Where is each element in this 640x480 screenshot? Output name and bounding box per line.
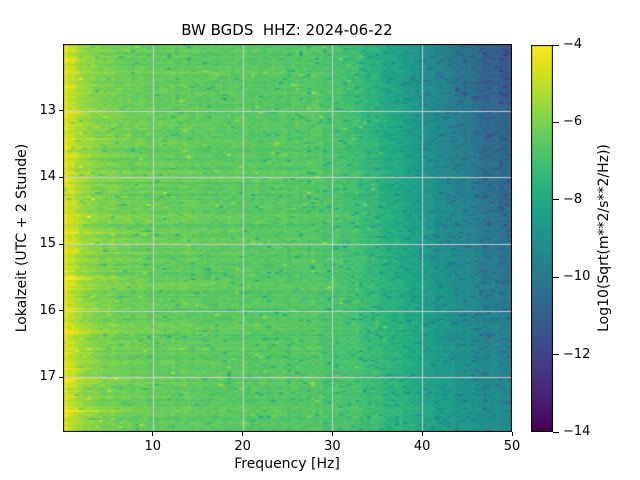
- x-tick-mark: [421, 432, 423, 436]
- x-tick-label: 50: [503, 439, 521, 454]
- colorbar-label: Log10(Sqrt(m**2/s**2/Hz)): [596, 144, 612, 332]
- y-tick-mark: [59, 243, 63, 245]
- y-tick-label: 15: [39, 236, 56, 251]
- y-tick-mark: [59, 110, 63, 112]
- x-tick-label: 40: [413, 439, 431, 454]
- colorbar-tick-mark: [553, 276, 559, 278]
- colorbar-tick-label: −14: [563, 424, 591, 439]
- colorbar-tick-mark: [553, 354, 559, 356]
- colorbar-tick-mark: [553, 199, 559, 201]
- colorbar-tick-mark: [553, 121, 559, 123]
- x-tick-mark: [152, 432, 154, 436]
- y-tick-mark: [59, 310, 63, 312]
- y-tick-mark: [59, 376, 63, 378]
- x-axis-label: Frequency [Hz]: [234, 456, 340, 472]
- colorbar-tick-mark: [553, 431, 559, 433]
- y-tick-mark: [59, 176, 63, 178]
- y-tick-label: 13: [39, 102, 56, 118]
- x-tick-mark: [511, 432, 513, 436]
- x-tick-mark: [331, 432, 333, 436]
- y-tick-label: 17: [39, 369, 56, 385]
- x-tick-label: 30: [324, 439, 341, 454]
- x-tick-label: 20: [234, 439, 251, 454]
- colorbar-tick-mark: [553, 44, 559, 46]
- colorbar-tick-label: −6: [563, 114, 583, 130]
- y-tick-label: 14: [39, 169, 56, 185]
- spectrogram-heatmap: [63, 44, 512, 432]
- plot-title: BW BGDS HHZ: 2024-06-22: [181, 21, 393, 39]
- colorbar-tick-label: −10: [563, 269, 591, 285]
- colorbar-tick-label: −4: [563, 37, 583, 52]
- x-tick-label: 10: [144, 439, 162, 454]
- colorbar-tick-label: −8: [563, 191, 583, 207]
- x-tick-mark: [242, 432, 244, 436]
- colorbar: [531, 45, 553, 432]
- y-tick-label: 16: [39, 302, 56, 318]
- colorbar-tick-label: −12: [563, 346, 591, 362]
